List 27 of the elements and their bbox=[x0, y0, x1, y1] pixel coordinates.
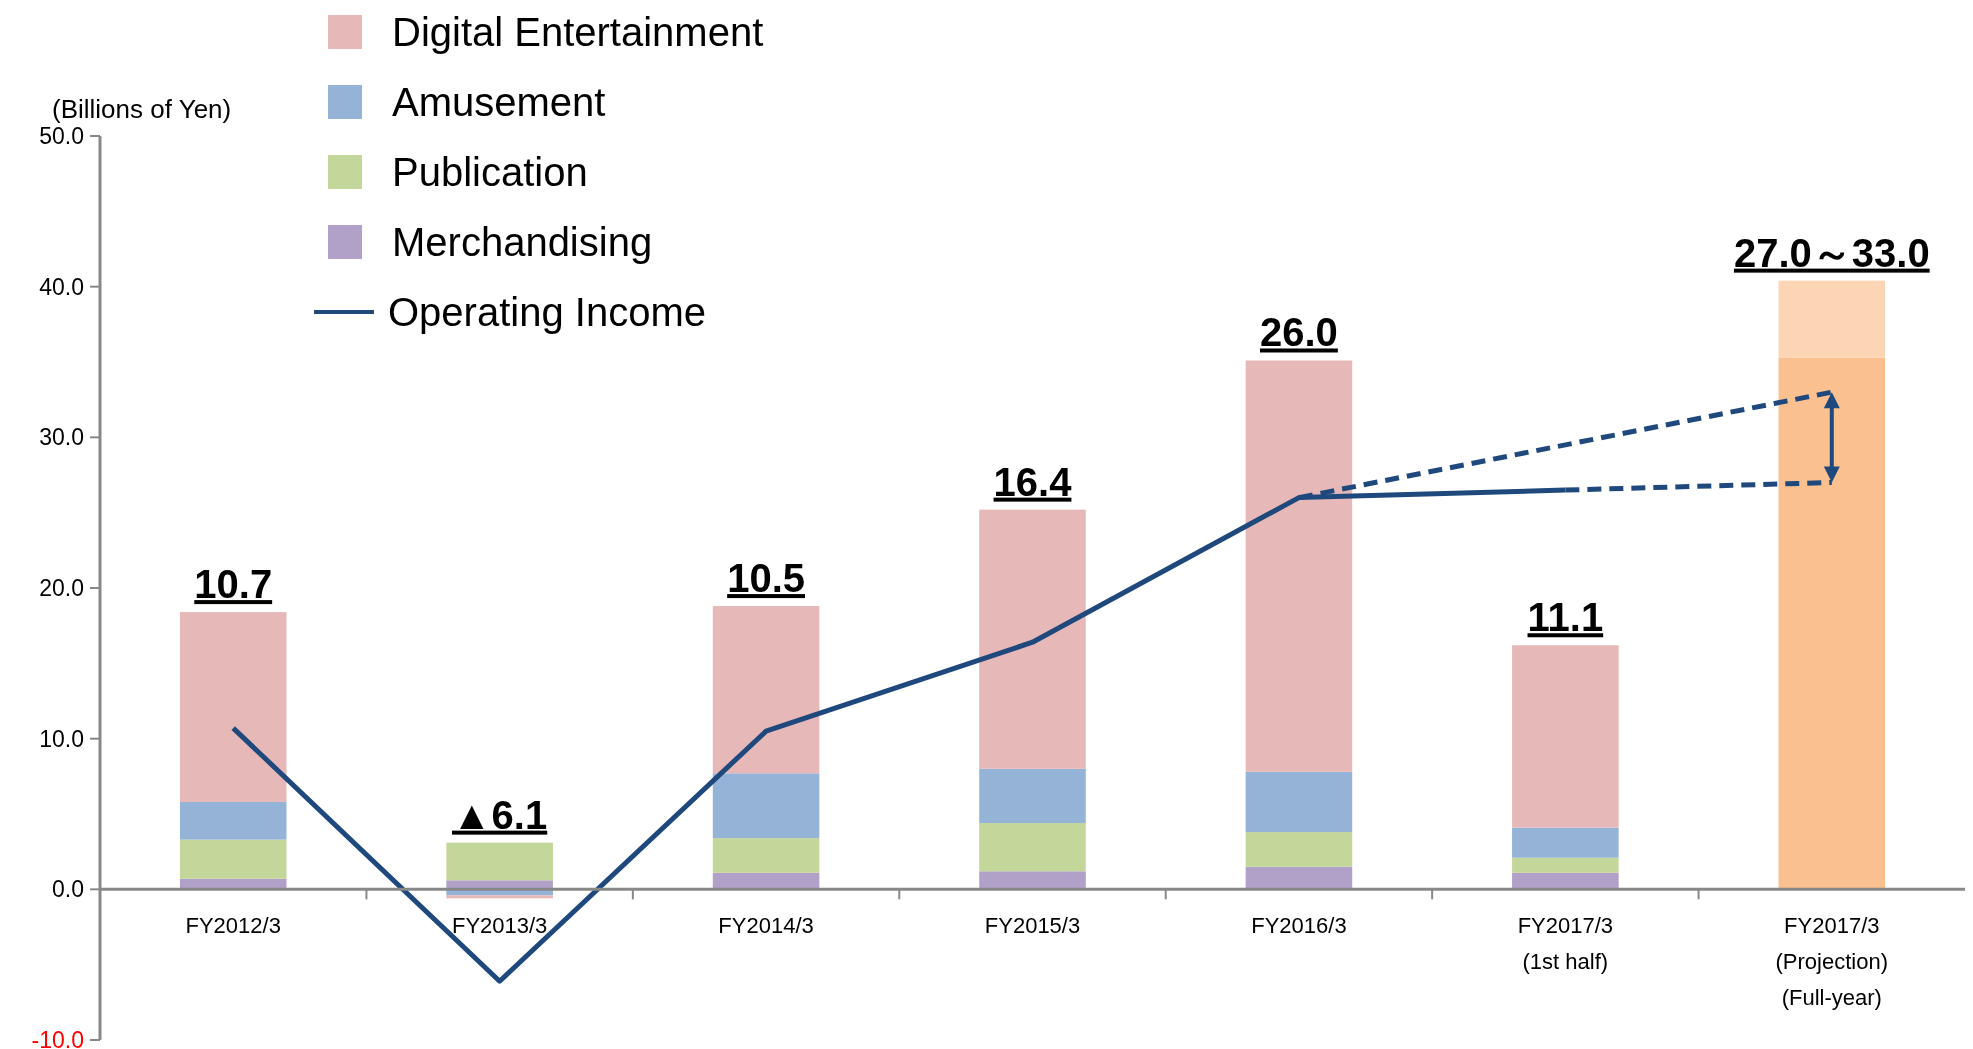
legend-label: Merchandising bbox=[392, 220, 653, 264]
legend-label: Amusement bbox=[392, 80, 606, 124]
annotation: 27.0～33.0 bbox=[1733, 230, 1930, 275]
annotation: ▲6.1 bbox=[452, 792, 548, 837]
legend-label: Publication bbox=[392, 150, 588, 194]
y-axis-title: (Billions of Yen) bbox=[52, 94, 232, 124]
annotation: 10.5 bbox=[727, 556, 805, 601]
y-tick-label: 10.0 bbox=[39, 725, 84, 752]
x-tick-label: FY2017/3 (1st half) bbox=[1517, 913, 1614, 975]
annotation: 11.1 bbox=[1527, 595, 1604, 640]
y-tick-label: 0.0 bbox=[52, 876, 84, 903]
x-tick-label: FY2015/3 bbox=[984, 913, 1081, 939]
legend-label: Digital Entertainment bbox=[392, 10, 764, 54]
x-tick-label: FY2012/3 bbox=[185, 913, 281, 939]
annotation: 26.0 bbox=[1260, 310, 1338, 355]
y-tick-label: -10.0 bbox=[31, 1027, 84, 1049]
y-tick-label: 30.0 bbox=[39, 424, 84, 451]
y-tick-label: 20.0 bbox=[39, 575, 84, 601]
annotation: 10.7 bbox=[194, 562, 273, 607]
y-tick-label: 50.0 bbox=[39, 123, 84, 149]
x-tick-label: FY2016/3 bbox=[1251, 913, 1347, 939]
legend-label: Operating Income bbox=[388, 290, 706, 334]
x-tick-label: FY2017/3 (Projection) (Full-year) bbox=[1775, 913, 1889, 1011]
y-tick-label: 40.0 bbox=[39, 273, 84, 300]
x-tick-label: FY2013/3 bbox=[451, 913, 548, 939]
x-tick-label: FY2014/3 bbox=[718, 913, 814, 939]
annotation: 16.4 bbox=[993, 459, 1073, 504]
